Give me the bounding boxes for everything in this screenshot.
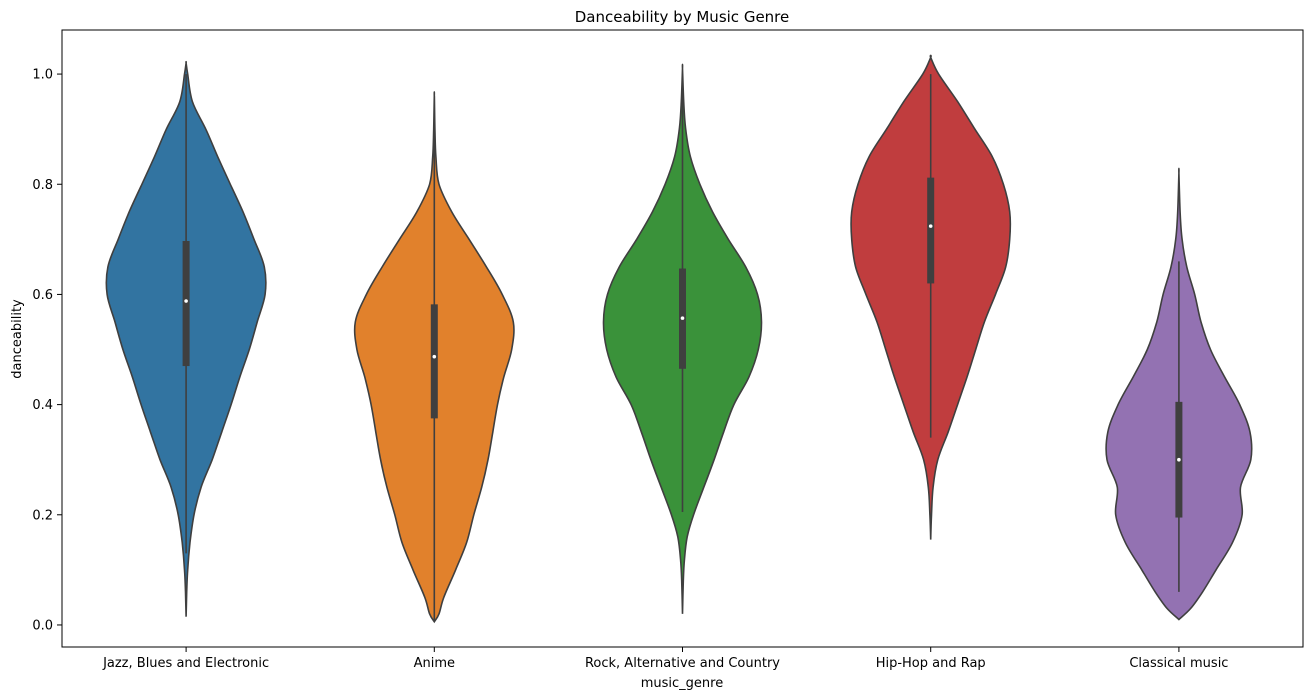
x-axis-label: music_genre	[641, 676, 723, 691]
y-tick-label-4: 0.8	[32, 178, 53, 193]
y-tick-label-2: 0.4	[32, 398, 53, 413]
x-tick-label-3: Hip-Hop and Rap	[876, 656, 986, 671]
x-tick-label-1: Anime	[414, 656, 455, 671]
x-axis: Jazz, Blues and Electronic Anime Rock, Alt…	[102, 647, 1228, 671]
violin-iqr-box-3	[927, 177, 935, 284]
violin-iqr-box-0	[182, 240, 190, 367]
y-axis: 0.0 0.2 0.4 0.6 0.8 1.0	[32, 68, 62, 633]
violin-iqr-box-1	[430, 304, 438, 419]
violin-median-0	[184, 299, 188, 303]
y-tick-label-0: 0.0	[32, 618, 53, 633]
x-tick-label-4: Classical music	[1129, 656, 1228, 671]
y-tick-label-5: 1.0	[32, 68, 53, 83]
y-tick-label-1: 0.2	[32, 508, 53, 523]
chart-title: Danceability by Music Genre	[575, 8, 790, 26]
x-tick-label-2: Rock, Alternative and Country	[585, 656, 780, 671]
violin-median-4	[1177, 457, 1181, 462]
violin-median-1	[432, 354, 437, 359]
violin-median-3	[928, 224, 933, 228]
x-tick-label-0: Jazz, Blues and Electronic	[102, 656, 269, 671]
violin-median-2	[680, 316, 685, 320]
violin-group	[105, 54, 1253, 624]
y-axis-label: danceability	[10, 299, 25, 379]
y-tick-label-3: 0.6	[32, 288, 53, 303]
